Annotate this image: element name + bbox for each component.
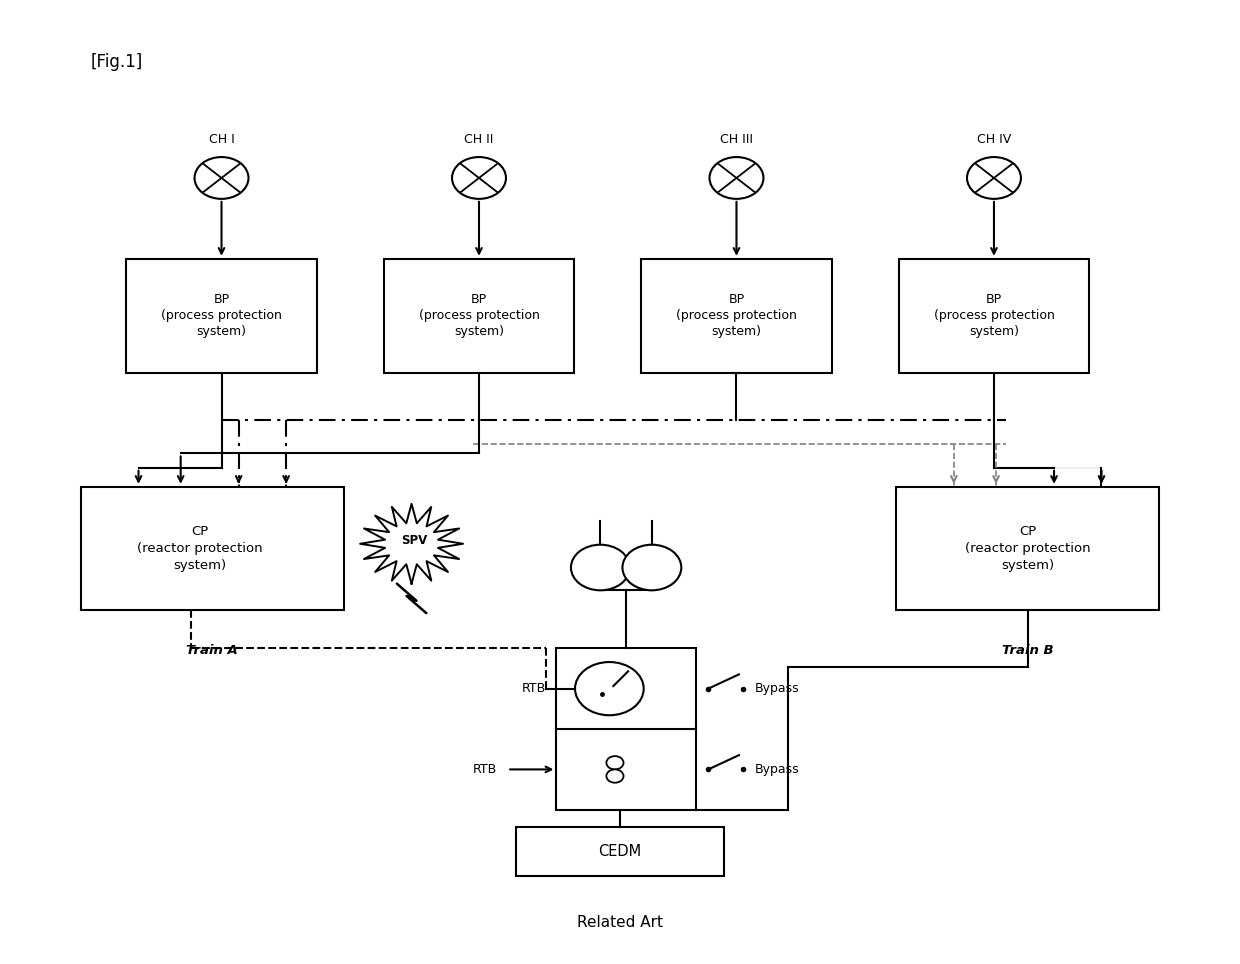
Text: RTB: RTB [474,763,497,776]
Text: Train A: Train A [186,644,238,656]
Bar [557,648,696,810]
Text: CEDM: CEDM [599,844,641,859]
Text: BP
(process protection
system): BP (process protection system) [676,293,797,338]
Text: Train B: Train B [1002,644,1054,656]
Text: CH III: CH III [720,133,753,146]
Circle shape [606,769,624,783]
Circle shape [570,545,630,590]
Circle shape [967,157,1021,199]
Bar [126,258,316,373]
Polygon shape [360,504,463,583]
Bar [641,258,832,373]
Text: CP
(reactor protection
system): CP (reactor protection system) [965,525,1090,572]
Circle shape [453,157,506,199]
Circle shape [195,157,248,199]
Bar [81,487,345,610]
Text: RTB: RTB [522,683,547,695]
Text: CH IV: CH IV [977,133,1011,146]
Text: BP
(process protection
system): BP (process protection system) [419,293,539,338]
Text: CH II: CH II [464,133,494,146]
Circle shape [606,756,624,769]
Text: CP
(reactor protection
system): CP (reactor protection system) [138,525,263,572]
Text: BP
(process protection
system): BP (process protection system) [161,293,281,338]
Text: Related Art: Related Art [577,916,663,930]
Text: BP
(process protection
system): BP (process protection system) [934,293,1054,338]
Bar [895,487,1159,610]
Circle shape [709,157,764,199]
Bar [384,258,574,373]
Bar [899,258,1089,373]
Text: [Fig.1]: [Fig.1] [91,53,143,70]
Text: SPV: SPV [401,534,427,548]
Bar [516,827,724,876]
Circle shape [622,545,681,590]
Text: Bypass: Bypass [755,763,800,776]
Text: Bypass: Bypass [755,683,800,695]
Circle shape [575,662,644,715]
Text: CH I: CH I [208,133,234,146]
